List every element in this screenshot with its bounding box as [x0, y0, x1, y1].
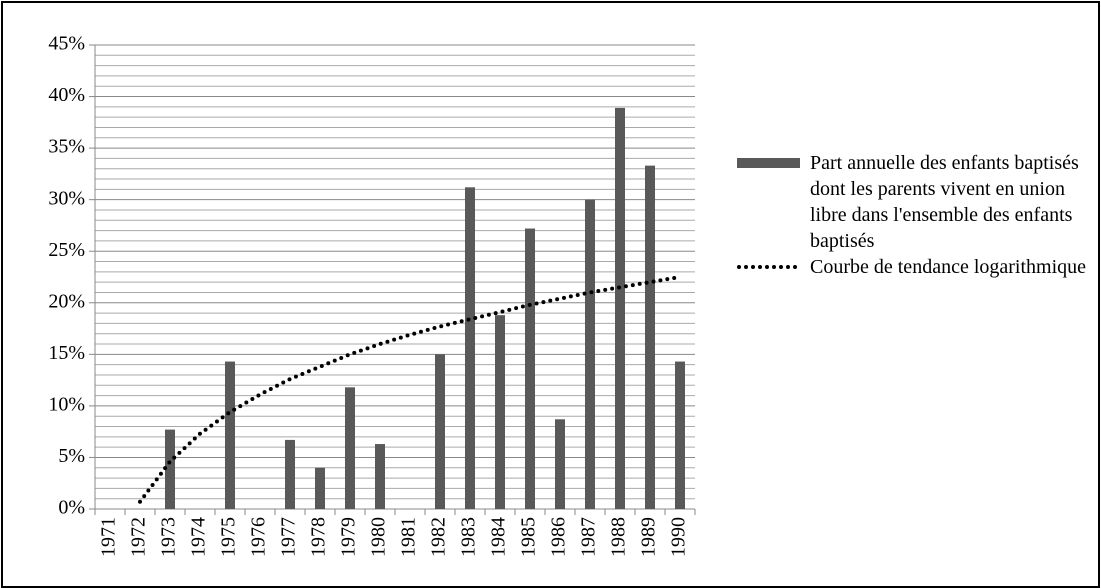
x-tick-label: 1989 [638, 517, 660, 557]
legend-label: Part annuelle des enfants baptisés dont … [810, 152, 1079, 252]
x-tick-label: 1976 [248, 517, 270, 557]
bar [435, 354, 445, 509]
y-tick-label: 35% [48, 136, 85, 158]
x-tick-label: 1973 [158, 517, 180, 557]
bar [165, 429, 175, 509]
y-tick-label: 25% [48, 239, 85, 261]
y-tick-label: 40% [48, 84, 85, 106]
bar [675, 361, 685, 509]
trend-line [138, 275, 682, 504]
x-tick-label: 1979 [338, 517, 360, 557]
y-tick-label: 45% [48, 33, 85, 55]
bar [285, 439, 295, 509]
x-tick-label: 1983 [458, 517, 480, 557]
bar [345, 387, 355, 509]
bar [225, 361, 235, 509]
y-tick-label: 5% [58, 445, 85, 467]
x-tick-label: 1984 [488, 517, 510, 557]
bar [495, 315, 505, 509]
x-tick-label: 1982 [428, 517, 450, 557]
x-tick-label: 1971 [98, 517, 120, 557]
x-tick-label: 1975 [218, 517, 240, 557]
x-tick-label: 1987 [578, 517, 600, 557]
legend-swatch [737, 158, 800, 168]
bar [585, 199, 595, 509]
bar [375, 444, 385, 509]
x-tick-label: 1990 [668, 517, 690, 557]
x-tick-label: 1972 [128, 517, 150, 557]
x-tick-label: 1978 [308, 517, 330, 557]
x-tick-label: 1980 [368, 517, 390, 557]
legend-label: Courbe de tendance logarithmique [810, 256, 1087, 278]
bar [645, 165, 655, 509]
y-tick-label: 30% [48, 187, 85, 209]
x-tick-label: 1985 [518, 517, 540, 557]
x-tick-label: 1977 [278, 517, 300, 557]
x-tick-label: 1988 [608, 517, 630, 557]
x-tick-label: 1981 [398, 517, 420, 557]
bar [525, 228, 535, 509]
bar [315, 467, 325, 509]
y-tick-label: 15% [48, 342, 85, 364]
bar [615, 107, 625, 510]
y-tick-label: 0% [58, 497, 85, 519]
x-tick-label: 1974 [188, 517, 210, 557]
y-tick-label: 10% [48, 393, 85, 415]
bar [465, 187, 475, 509]
bar [555, 419, 565, 509]
y-tick-label: 20% [48, 290, 85, 312]
x-tick-label: 1986 [548, 517, 570, 557]
